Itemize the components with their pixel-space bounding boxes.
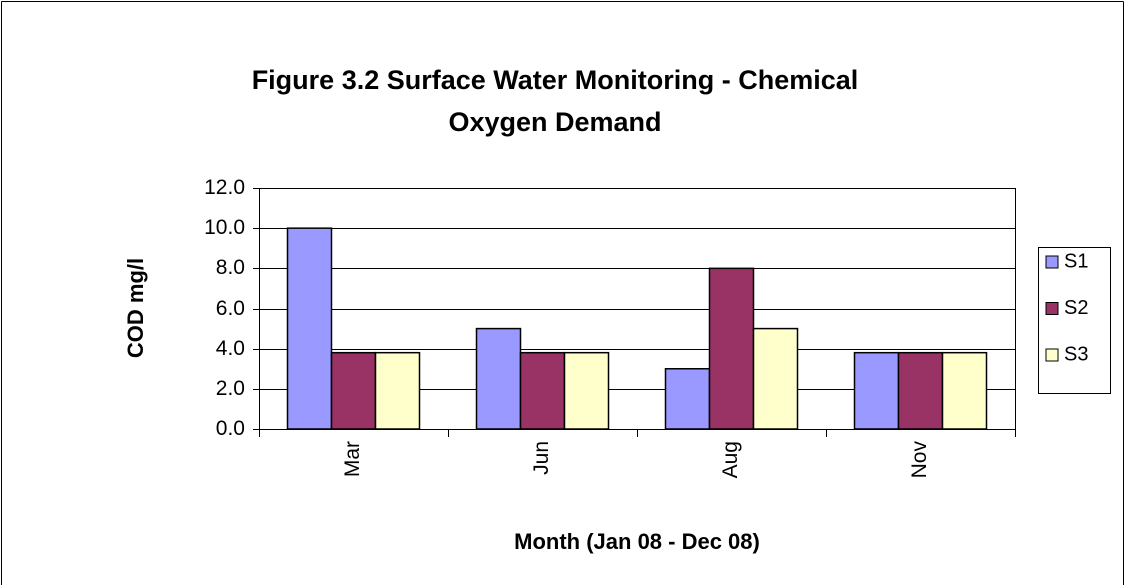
bar [853,351,900,430]
legend-swatch [1045,255,1059,269]
bar [664,368,711,430]
x-tick-label: Mar [341,441,364,477]
bar [519,351,566,430]
x-tick-label: Aug [719,441,742,478]
x-tick-label: Jun [530,441,553,475]
chart-title: Oxygen Demand [448,107,661,137]
bar [563,351,610,430]
y-tick-label: 0.0 [216,417,245,440]
bar [330,351,377,430]
y-tick-label: 2.0 [216,377,245,400]
bar [286,227,333,430]
bar [897,351,944,430]
legend-label: S1 [1064,250,1088,272]
y-tick-label: 8.0 [216,256,245,279]
bar [941,351,988,430]
legend [1038,247,1111,394]
y-tick-label: 4.0 [216,337,245,360]
y-tick-label: 12.0 [204,176,245,199]
bar [752,327,799,430]
legend-swatch [1045,348,1059,362]
bar [475,327,522,430]
y-tick-label: 6.0 [216,297,245,320]
legend-swatch [1045,302,1059,315]
x-tick-label: Nov [908,441,931,479]
chart-title: Figure 3.2 Surface Water Monitoring - Ch… [252,65,859,95]
bar [374,351,421,430]
legend-label: S2 [1064,297,1088,319]
legend-label: S3 [1064,343,1088,365]
y-axis-title: COD mg/l [123,258,148,358]
bar [708,267,755,430]
x-axis-title: Month (Jan 08 - Dec 08) [514,529,760,554]
y-tick-label: 10.0 [204,216,245,239]
